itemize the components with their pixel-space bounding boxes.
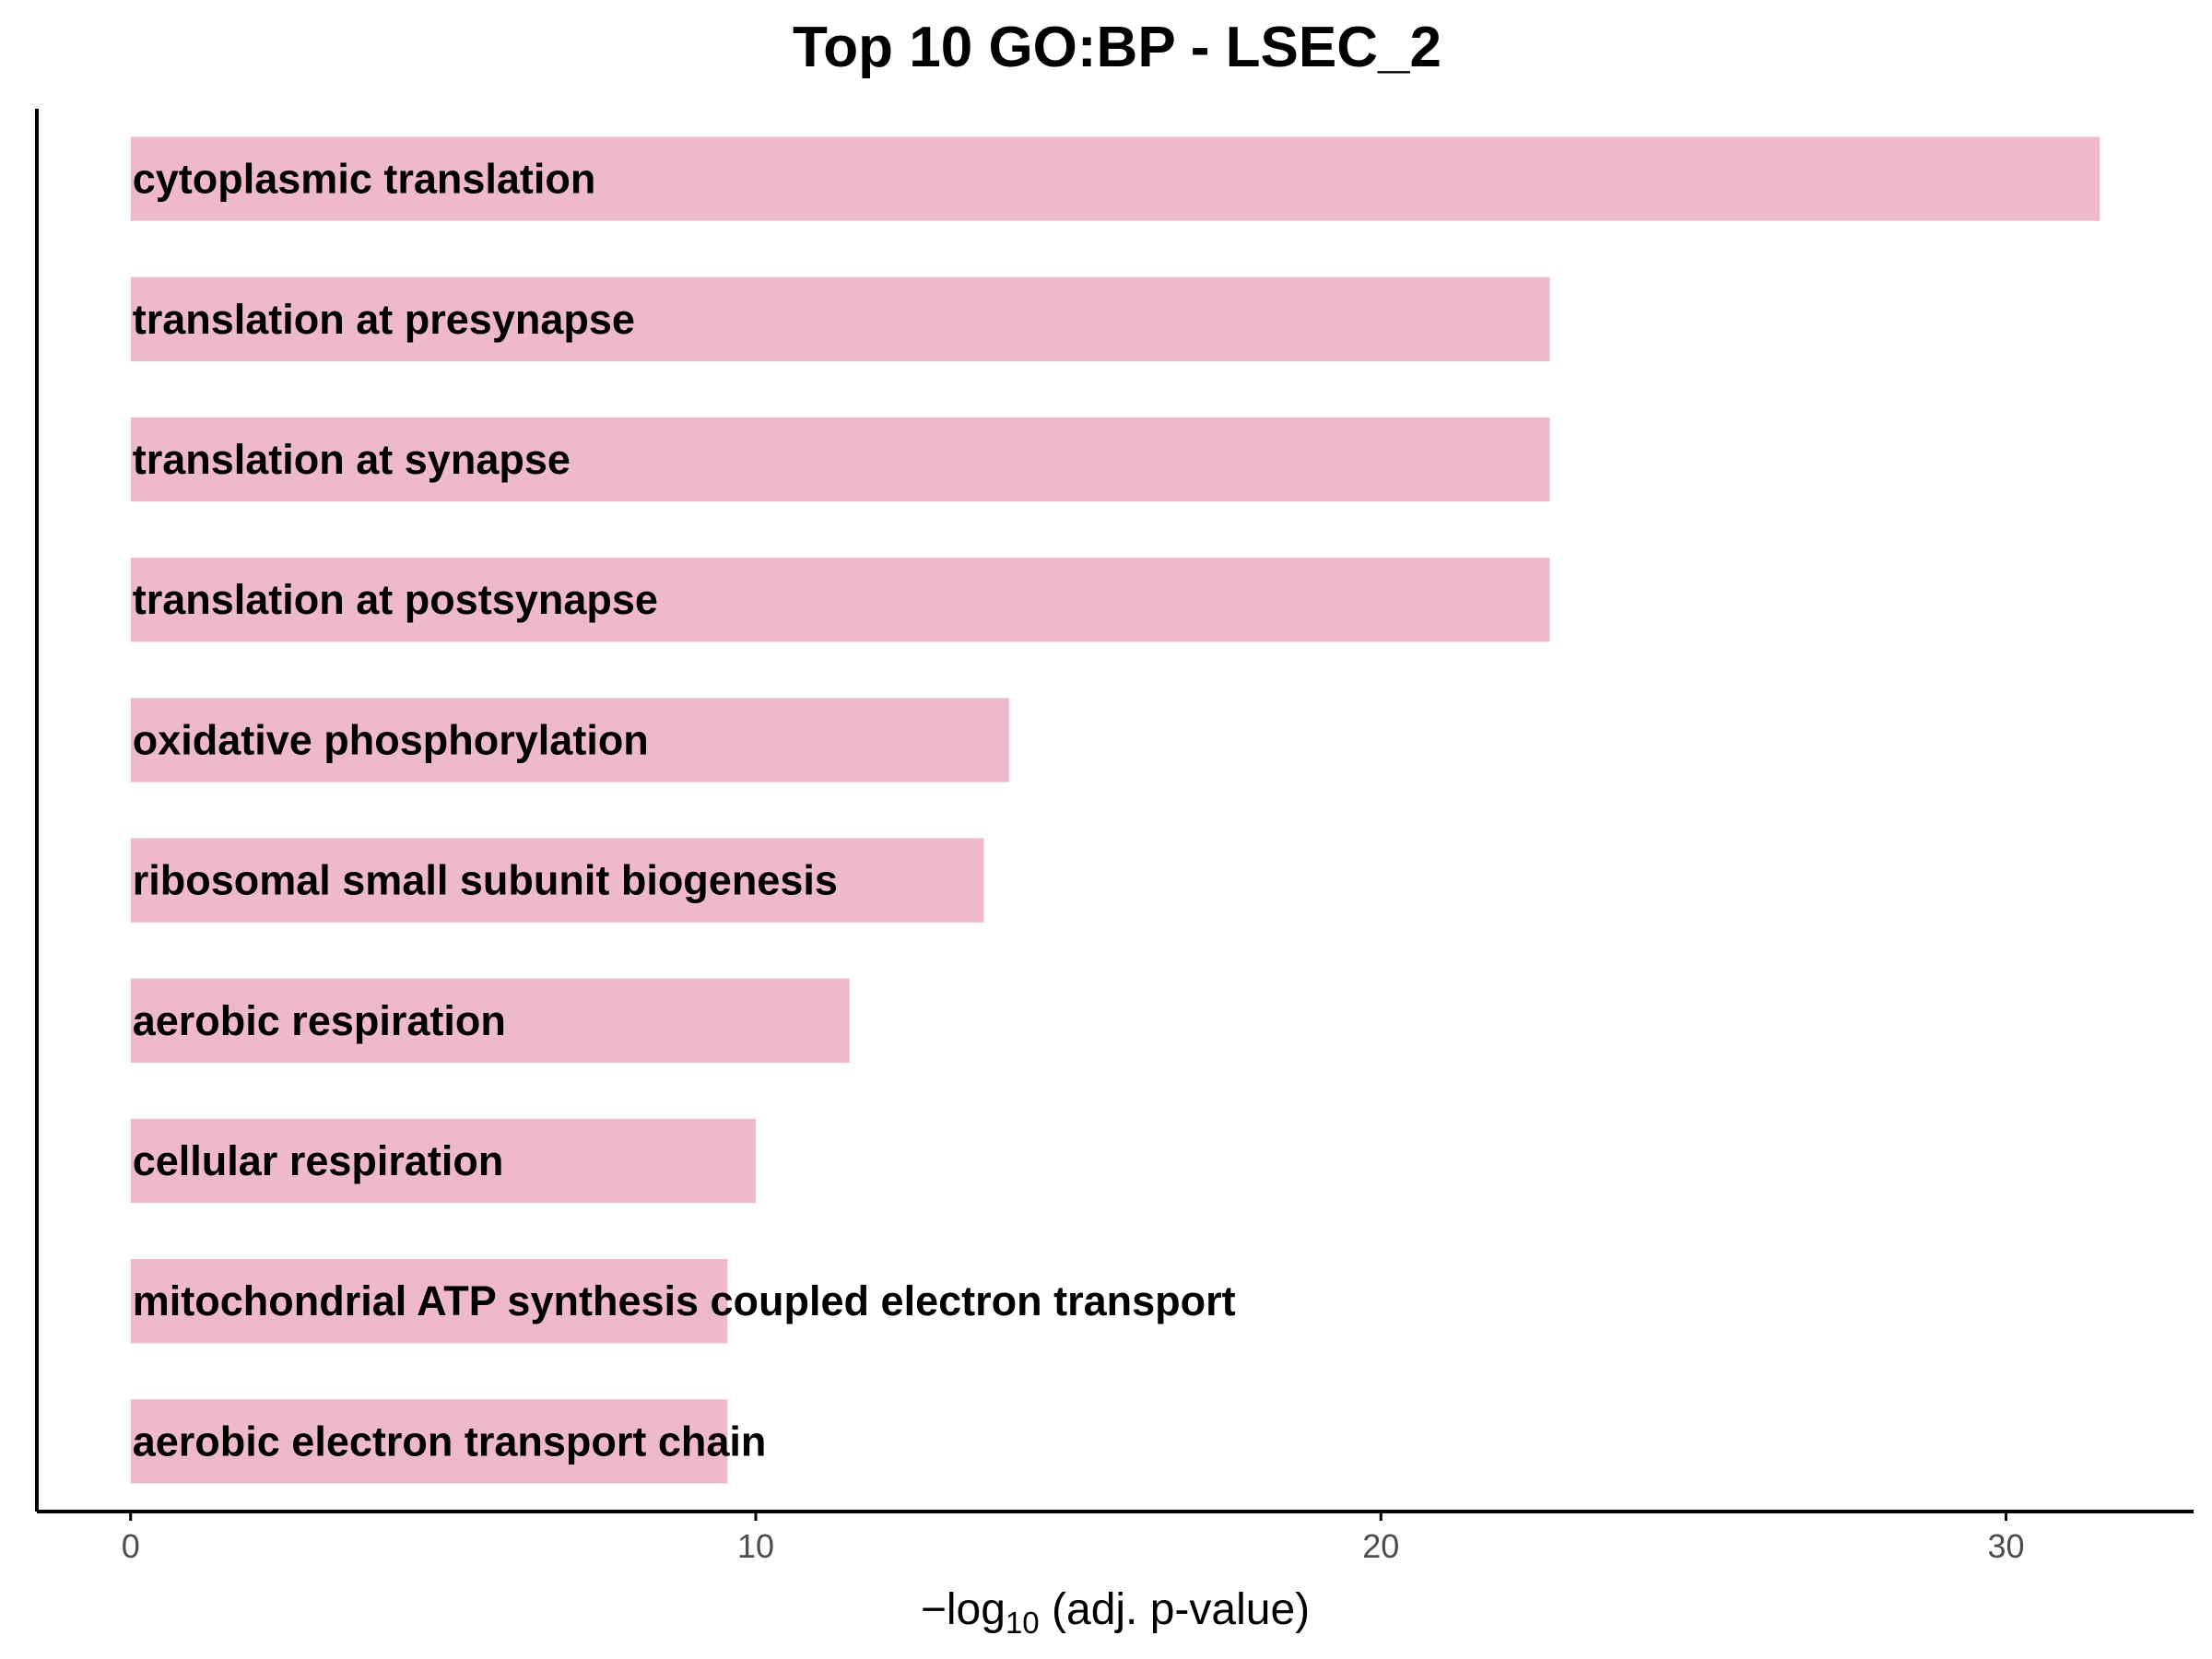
bar-label: mitochondrial ATP synthesis coupled elec… (133, 1277, 1236, 1324)
bar (130, 1118, 756, 1204)
x-tick-label: 20 (1362, 1527, 1399, 1565)
x-tick-label: 0 (122, 1527, 140, 1565)
bar (130, 1259, 728, 1344)
bar (130, 698, 1009, 782)
x-tick-label: 10 (737, 1527, 774, 1565)
bar-labels-group: cytoplasmic translation translation at pr… (133, 156, 1236, 1465)
x-axis-title-suffix: (adj. p-value) (1040, 1585, 1310, 1634)
x-axis-ticks: 0 10 20 30 (122, 1512, 2025, 1565)
x-axis-title: −log10 (adj. p-value) (921, 1585, 1310, 1640)
x-axis-title-subscript: 10 (1006, 1606, 1040, 1640)
bar-label: ribosomal small subunit biogenesis (133, 857, 838, 904)
bar (130, 1399, 728, 1484)
bar (130, 838, 984, 923)
bar-label: translation at synapse (133, 436, 571, 483)
bar-label: translation at presynapse (133, 296, 635, 343)
bar-label: aerobic respiration (133, 997, 506, 1044)
bar-label: translation at postsynapse (133, 576, 658, 623)
bar-label: aerobic electron transport chain (133, 1418, 767, 1465)
chart-title: Top 10 GO:BP - LSEC_2 (793, 16, 1441, 79)
x-axis-title-prefix: −log (921, 1585, 1006, 1634)
bar (130, 136, 2100, 221)
x-tick-label: 30 (1987, 1527, 2024, 1565)
bar-label: cytoplasmic translation (133, 156, 596, 203)
bars-group (130, 136, 2100, 1484)
bar-label: cellular respiration (133, 1137, 504, 1184)
bar (130, 417, 1550, 502)
bar (130, 276, 1550, 361)
bar-label: oxidative phosphorylation (133, 716, 649, 763)
bar (130, 558, 1550, 642)
bar (130, 978, 850, 1063)
